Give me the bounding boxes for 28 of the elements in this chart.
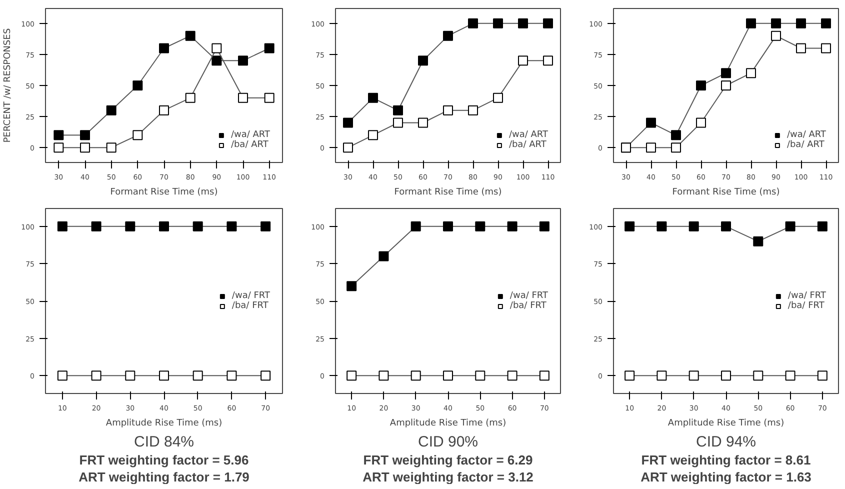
legend-label: /wa/ ART bbox=[508, 130, 548, 140]
text: CID 94% bbox=[696, 434, 756, 450]
legend-label: /ba/ FRT bbox=[232, 300, 268, 310]
x-axis-title: Amplitude Rise Time (ms) bbox=[106, 418, 222, 428]
legend-label: /wa/ FRT bbox=[788, 290, 826, 300]
x-axis-title: Formant Rise Time (ms) bbox=[110, 188, 218, 198]
x-axis-title: Formant Rise Time (ms) bbox=[394, 188, 502, 198]
text: ART weighting factor = 1.63 bbox=[640, 470, 812, 484]
legend-label: /ba/ ART bbox=[786, 140, 824, 150]
legend-label: /wa/ FRT bbox=[232, 290, 270, 300]
x-axis-title: Formant Rise Time (ms) bbox=[672, 188, 780, 198]
text: FRT weighting factor = 6.29 bbox=[363, 452, 533, 468]
x-axis-title: Amplitude Rise Time (ms) bbox=[668, 418, 784, 428]
legend-label: /wa/ ART bbox=[786, 130, 826, 140]
text: ART weighting factor = 3.12 bbox=[362, 470, 534, 484]
text: FRT weighting factor = 5.96 bbox=[79, 452, 249, 468]
text: CID 84% bbox=[134, 434, 194, 450]
legend-label: /wa/ FRT bbox=[510, 290, 548, 300]
legend-label: /ba/ ART bbox=[508, 140, 546, 150]
y-axis-title: PERCENT /w/ RESPONSES bbox=[3, 28, 14, 143]
legend-label: /ba/ FRT bbox=[510, 300, 546, 310]
legend-label: /ba/ ART bbox=[230, 140, 268, 150]
legend-label: /ba/ FRT bbox=[788, 300, 824, 310]
x-axis-title: Amplitude Rise Time (ms) bbox=[390, 418, 506, 428]
legend-label: /wa/ ART bbox=[230, 130, 270, 140]
text: FRT weighting factor = 8.61 bbox=[641, 452, 811, 468]
text: CID 90% bbox=[418, 434, 478, 450]
text: ART weighting factor = 1.79 bbox=[78, 470, 250, 484]
